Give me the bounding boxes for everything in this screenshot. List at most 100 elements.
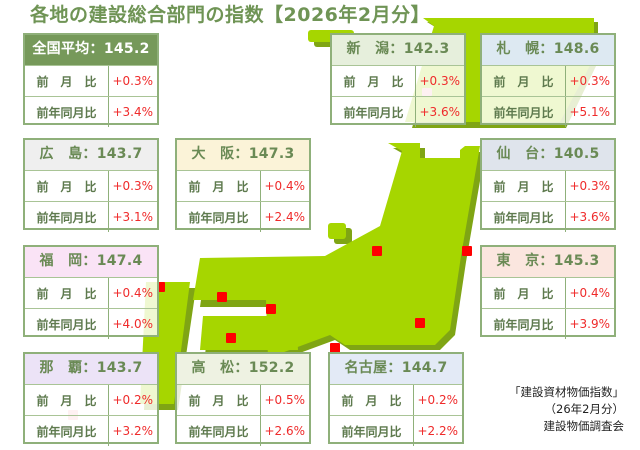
row-value: +3.2% (112, 424, 153, 438)
row-value: +2.4% (264, 210, 305, 224)
row-month-over-month: 前 月 比 +0.3% (25, 171, 157, 202)
row-year-over-year: 前年同月比 +3.6% (332, 97, 464, 127)
row-label: 前 月 比 (482, 171, 566, 201)
row-month-over-month: 前 月 比 +0.4% (25, 278, 157, 309)
marker-sendai (462, 246, 472, 256)
row-label: 前 月 比 (25, 278, 109, 308)
source-note-title: 「建設資材物価指数」 (509, 385, 624, 399)
row-month-over-month: 前 月 比 +0.3% (25, 66, 157, 97)
source-note-publisher: 建設物価調査会 (543, 419, 625, 433)
row-year-over-year: 前年同月比 +3.1% (25, 202, 157, 232)
row-value: +3.6% (569, 210, 610, 224)
row-value: +0.3% (569, 74, 610, 88)
row-label: 前 月 比 (25, 171, 109, 201)
card-header: 札 幌：148.6 (482, 35, 614, 66)
marker-niigata (372, 246, 382, 256)
row-year-over-year: 前年同月比 +3.2% (25, 416, 157, 446)
row-value: +3.9% (569, 317, 610, 331)
row-year-over-year: 前年同月比 +5.1% (482, 97, 614, 127)
marker-nagoya (330, 343, 340, 353)
row-value: +3.6% (419, 105, 460, 119)
row-label: 前年同月比 (177, 202, 261, 232)
page-title: 各地の建設総合部門の指数【2026年2月分】 (30, 4, 431, 26)
row-value: +5.1% (569, 105, 610, 119)
marker-tokyo (415, 318, 425, 328)
source-note: 「建設資材物価指数」 （26年2月分） 建設物価調査会 (509, 384, 624, 435)
card-osaka: 大 阪：147.3 前 月 比 +0.4% 前年同月比 +2.4% (175, 138, 311, 232)
row-month-over-month: 前 月 比 +0.2% (25, 385, 157, 416)
row-year-over-year: 前年同月比 +3.4% (25, 97, 157, 127)
row-label: 前年同月比 (25, 416, 109, 446)
row-value: +2.6% (264, 424, 305, 438)
card-niigata: 新 潟：142.3 前 月 比 +0.3% 前年同月比 +3.6% (330, 33, 466, 127)
row-value: +2.2% (417, 424, 458, 438)
row-label: 前年同月比 (482, 309, 566, 339)
row-label: 前年同月比 (482, 202, 566, 232)
row-year-over-year: 前年同月比 +2.4% (177, 202, 309, 232)
card-header: 那 覇：143.7 (25, 354, 157, 385)
row-label: 前年同月比 (25, 202, 109, 232)
card-sendai: 仙 台：140.5 前 月 比 +0.3% 前年同月比 +3.6% (480, 138, 616, 232)
row-value: +0.2% (112, 393, 153, 407)
row-value: +0.2% (417, 393, 458, 407)
row-month-over-month: 前 月 比 +0.3% (482, 171, 614, 202)
row-label: 前 月 比 (482, 66, 566, 96)
row-label: 前 月 比 (177, 171, 261, 201)
row-year-over-year: 前年同月比 +4.0% (25, 309, 157, 339)
row-year-over-year: 前年同月比 +3.6% (482, 202, 614, 232)
row-label: 前 月 比 (177, 385, 261, 415)
card-header: 福 岡：147.4 (25, 247, 157, 278)
row-label: 前年同月比 (330, 416, 414, 446)
card-naha: 那 覇：143.7 前 月 比 +0.2% 前年同月比 +3.2% (23, 352, 159, 446)
card-header: 大 阪：147.3 (177, 140, 309, 171)
card-header: 名古屋：144.7 (330, 354, 462, 385)
row-month-over-month: 前 月 比 +0.3% (482, 66, 614, 97)
card-nagoya: 名古屋：144.7 前 月 比 +0.2% 前年同月比 +2.2% (328, 352, 464, 446)
row-label: 前 月 比 (25, 385, 109, 415)
row-year-over-year: 前年同月比 +2.2% (330, 416, 462, 446)
card-header: 仙 台：140.5 (482, 140, 614, 171)
card-takamatsu: 高 松：152.2 前 月 比 +0.5% 前年同月比 +2.6% (175, 352, 311, 446)
row-year-over-year: 前年同月比 +2.6% (177, 416, 309, 446)
card-tokyo: 東 京：145.3 前 月 比 +0.4% 前年同月比 +3.9% (480, 245, 616, 339)
row-label: 前年同月比 (177, 416, 261, 446)
row-month-over-month: 前 月 比 +0.4% (482, 278, 614, 309)
card-header: 全国平均：145.2 (25, 35, 157, 66)
marker-hiroshima (217, 292, 227, 302)
row-label: 前 月 比 (332, 66, 416, 96)
row-month-over-month: 前 月 比 +0.3% (332, 66, 464, 97)
row-value: +0.4% (264, 179, 305, 193)
card-fukuoka: 福 岡：147.4 前 月 比 +0.4% 前年同月比 +4.0% (23, 245, 159, 339)
marker-osaka (266, 304, 276, 314)
row-value: +0.3% (112, 179, 153, 193)
row-month-over-month: 前 月 比 +0.5% (177, 385, 309, 416)
card-header: 広 島：143.7 (25, 140, 157, 171)
row-label: 前年同月比 (482, 97, 566, 127)
row-value: +0.3% (419, 74, 460, 88)
row-label: 前年同月比 (25, 97, 109, 127)
row-year-over-year: 前年同月比 +3.9% (482, 309, 614, 339)
row-value: +0.4% (569, 286, 610, 300)
row-label: 前年同月比 (25, 309, 109, 339)
row-value: +3.1% (112, 210, 153, 224)
row-value: +0.3% (569, 179, 610, 193)
row-month-over-month: 前 月 比 +0.4% (177, 171, 309, 202)
row-label: 前年同月比 (332, 97, 416, 127)
row-month-over-month: 前 月 比 +0.2% (330, 385, 462, 416)
row-label: 前 月 比 (25, 66, 109, 96)
card-national-average: 全国平均：145.2 前 月 比 +0.3% 前年同月比 +3.4% (23, 33, 159, 127)
card-hiroshima: 広 島：143.7 前 月 比 +0.3% 前年同月比 +3.1% (23, 138, 159, 232)
card-header: 東 京：145.3 (482, 247, 614, 278)
row-value: +4.0% (112, 317, 153, 331)
source-note-period: （26年2月分） (544, 402, 624, 416)
city-markers (68, 88, 472, 420)
row-label: 前 月 比 (330, 385, 414, 415)
row-value: +0.4% (112, 286, 153, 300)
card-header: 新 潟：142.3 (332, 35, 464, 66)
row-value: +0.3% (112, 74, 153, 88)
card-sapporo: 札 幌：148.6 前 月 比 +0.3% 前年同月比 +5.1% (480, 33, 616, 127)
row-value: +0.5% (264, 393, 305, 407)
marker-takamatsu (226, 333, 236, 343)
row-label: 前 月 比 (482, 278, 566, 308)
row-value: +3.4% (112, 105, 153, 119)
